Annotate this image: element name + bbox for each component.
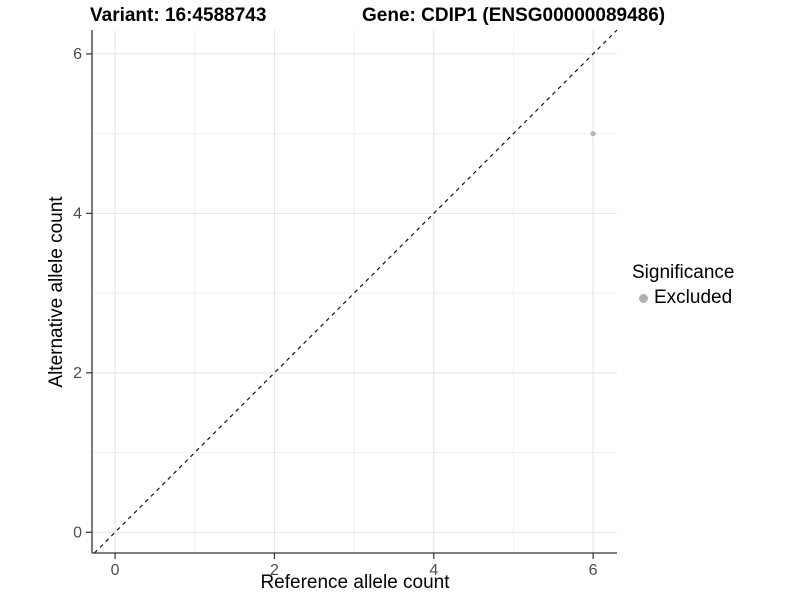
y-tick-label: 6	[73, 46, 82, 63]
legend-item-label: Excluded	[654, 287, 733, 308]
x-tick-label: 4	[429, 562, 438, 579]
legend: Significance Excluded	[632, 262, 734, 309]
x-tick-label: 0	[111, 562, 120, 579]
variant-title: Variant: 16:4588743	[90, 5, 267, 26]
identity-dashed-line	[94, 29, 618, 554]
y-tick-label: 4	[73, 205, 82, 222]
x-axis-title: Reference allele count	[260, 572, 450, 593]
y-tick-label: 2	[73, 365, 82, 382]
data-point	[590, 131, 596, 137]
y-tick-label: 0	[73, 524, 82, 541]
excluded-point-icon	[639, 293, 648, 303]
gene-title: Gene: CDIP1 (ENSG00000089486)	[362, 5, 666, 26]
x-tick-label: 2	[270, 562, 279, 579]
legend-item-excluded: Excluded	[632, 287, 734, 309]
y-axis-title: Alternative allele count	[46, 196, 67, 388]
legend-title: Significance	[632, 262, 735, 283]
x-tick-label: 6	[589, 562, 598, 579]
